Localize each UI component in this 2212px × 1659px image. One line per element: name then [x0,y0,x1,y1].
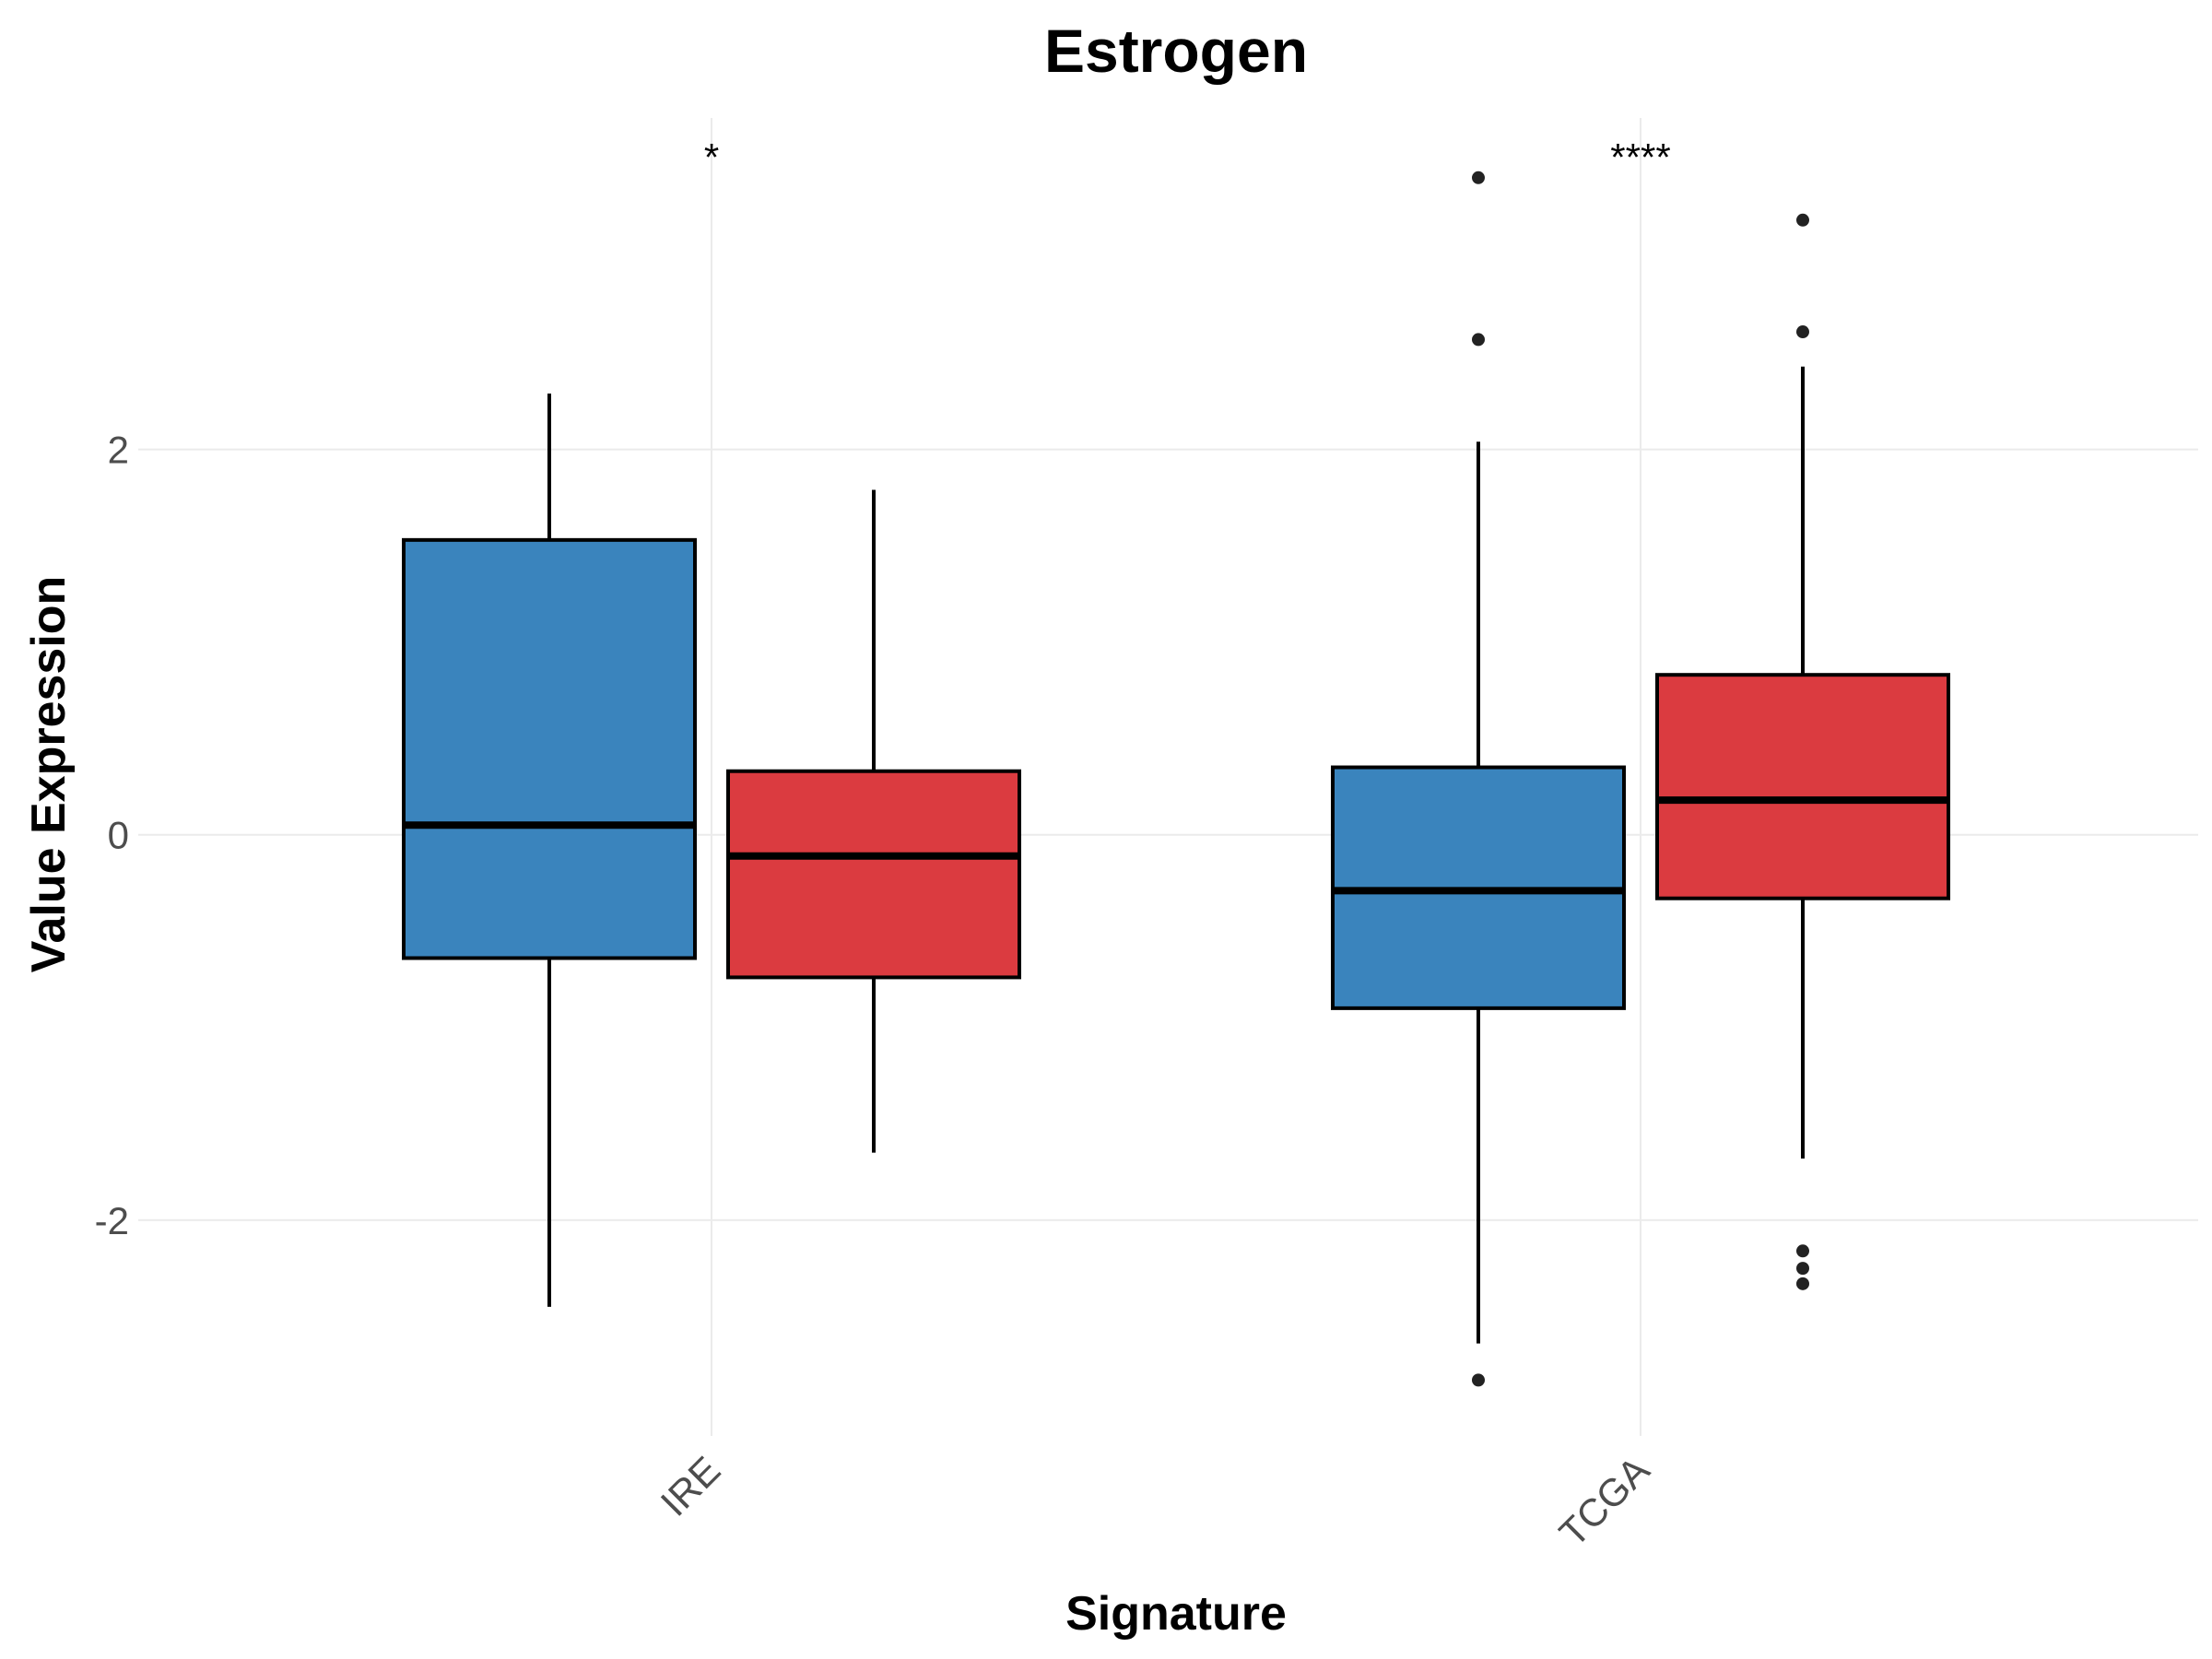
box-iqr [402,537,697,960]
outlier-point [1472,1373,1485,1387]
box-iqr [726,769,1021,980]
y-tick-label: 0 [108,814,129,857]
data-layer [402,171,1950,1387]
chart-title: Estrogen [1044,17,1308,85]
outlier-point [1796,325,1809,339]
x-tick-label: IRE [653,1448,729,1524]
y-axis-title: Value Expression [22,576,76,973]
outlier-point [1796,213,1809,227]
significance-label: **** [1610,135,1670,179]
box-iqr [1655,673,1950,900]
significance-label: * [704,135,719,179]
outlier-point [1472,171,1485,184]
outlier-point [1472,333,1485,347]
y-tick-label: 2 [108,429,129,472]
outlier-point [1796,1244,1809,1258]
outlier-point [1796,1262,1809,1276]
y-tick-label: -2 [95,1199,129,1242]
x-axis-title: Signature [1065,1587,1287,1641]
x-tick-label: TCGA [1551,1448,1658,1555]
outlier-point [1796,1277,1809,1290]
